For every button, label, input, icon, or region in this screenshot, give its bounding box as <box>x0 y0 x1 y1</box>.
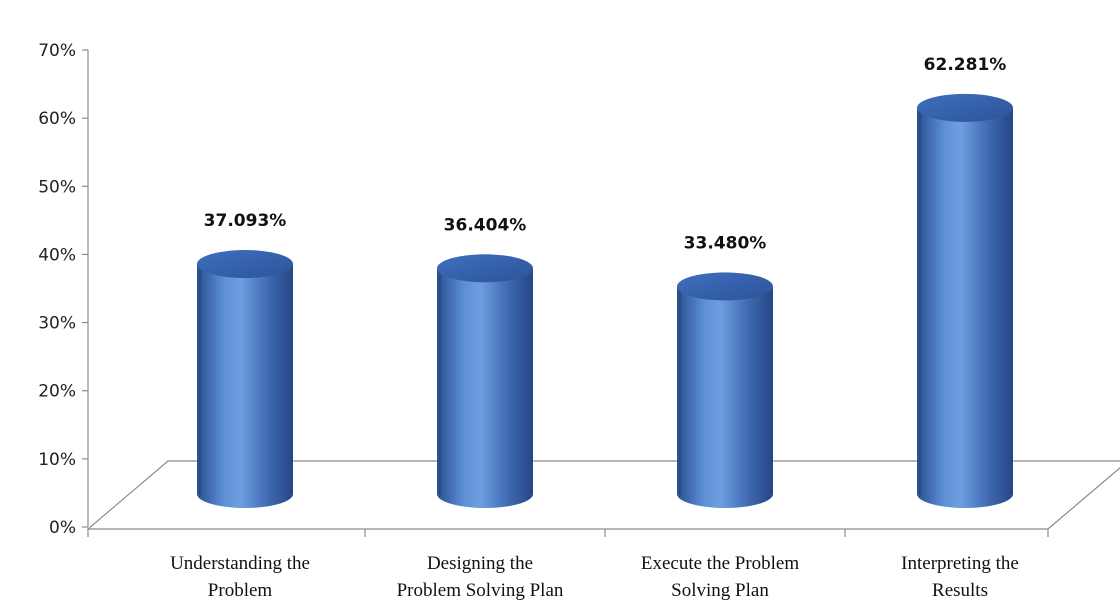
bar-body <box>197 264 293 508</box>
y-tick-label: 60% <box>38 109 76 129</box>
category-label: Understanding the <box>170 553 310 574</box>
bar-body <box>677 286 773 508</box>
data-label: 62.281% <box>924 55 1007 75</box>
bar-top-cap <box>437 254 533 283</box>
bar <box>197 250 293 508</box>
labels: 37.093% Understanding the Problem 36.404% De… <box>170 55 1019 601</box>
y-tick-label: 0% <box>49 518 76 538</box>
bar-body <box>437 268 533 508</box>
data-label: 36.404% <box>444 215 527 235</box>
category-label: Interpreting the <box>901 553 1019 574</box>
category-label: Solving Plan <box>671 580 769 601</box>
chart-floor <box>86 460 1120 530</box>
data-label: 37.093% <box>204 211 287 231</box>
bar-body <box>917 107 1013 509</box>
axes: 0% 10% 20% 30% 40% 50% 60% 70% <box>38 41 1120 538</box>
bar <box>917 93 1013 509</box>
y-tick-label: 70% <box>38 41 76 61</box>
category-label: Problem Solving Plan <box>397 580 564 601</box>
bar-top-cap <box>917 93 1013 122</box>
bar-top-cap <box>677 272 773 301</box>
y-tick-label: 10% <box>38 450 76 470</box>
y-tick-label: 30% <box>38 314 76 334</box>
y-tick-label: 50% <box>38 177 76 197</box>
category-label: Results <box>932 580 988 601</box>
category-label: Execute the Problem <box>641 553 800 574</box>
y-tick-label: 20% <box>38 382 76 402</box>
bars <box>197 93 1013 509</box>
bar <box>437 254 533 508</box>
bar-top-cap <box>197 250 293 279</box>
data-label: 33.480% <box>684 233 767 253</box>
category-label: Designing the <box>427 553 533 574</box>
bar <box>677 272 773 508</box>
category-label: Problem <box>208 580 273 601</box>
y-tick-label: 40% <box>38 245 76 265</box>
